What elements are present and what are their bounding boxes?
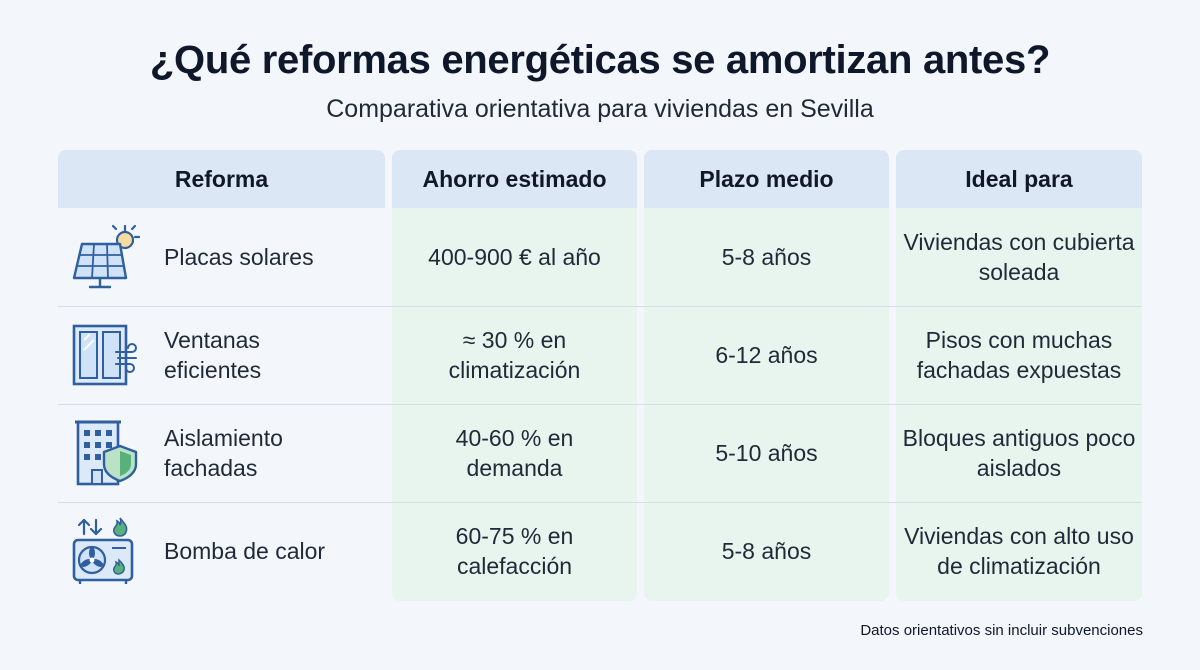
solar-panel-icon bbox=[72, 224, 140, 289]
reforma-name: Ventanas eficientes bbox=[164, 327, 262, 383]
ahorro-value: ≈ 30 % en climatización bbox=[448, 327, 581, 383]
ahorro-value: 40-60 % en demanda bbox=[455, 425, 574, 481]
ahorro-value: 400-900 € al año bbox=[428, 244, 601, 270]
ideal-value: Viviendas con alto uso de climatización bbox=[904, 523, 1134, 579]
reforma-name: Aislamiento fachadas bbox=[164, 425, 283, 481]
plazo-value: 5-10 años bbox=[715, 440, 818, 466]
reforma-name: Bomba de calor bbox=[164, 538, 326, 564]
table-row: Ventanas eficientes ≈ 30 % en climatizac… bbox=[0, 306, 1200, 404]
column-bg-ahorro bbox=[392, 150, 637, 601]
plazo-value: 5-8 años bbox=[721, 244, 812, 270]
plazo-value: 5-8 años bbox=[721, 538, 812, 564]
row-divider bbox=[58, 404, 1142, 405]
ideal-value: Bloques antiguos poco aislados bbox=[902, 425, 1136, 481]
page-title: ¿Qué reformas energéticas se amortizan a… bbox=[149, 38, 1051, 82]
table-row: Aislamiento fachadas 40-60 % en demanda … bbox=[0, 404, 1200, 502]
ideal-value: Viviendas con cubierta soleada bbox=[903, 229, 1135, 285]
heat-pump-icon bbox=[72, 517, 134, 584]
row-divider bbox=[58, 502, 1142, 503]
header-ideal: Ideal para bbox=[896, 150, 1142, 208]
header-reforma: Reforma bbox=[58, 150, 385, 208]
building-shield-icon bbox=[75, 420, 138, 486]
column-bg-ideal bbox=[896, 150, 1142, 601]
ideal-value: Pisos con muchas fachadas expuestas bbox=[916, 327, 1122, 383]
header-ahorro: Ahorro estimado bbox=[392, 150, 637, 208]
page-subtitle: Comparativa orientativa para viviendas e… bbox=[326, 95, 874, 123]
table-row: Bomba de calor 60-75 % en calefacción 5-… bbox=[0, 502, 1200, 600]
window-icon bbox=[72, 324, 137, 386]
footnote: Datos orientativos sin incluir subvencio… bbox=[860, 622, 1143, 639]
reforma-name: Placas solares bbox=[164, 244, 314, 270]
row-divider bbox=[58, 306, 1142, 307]
ahorro-value: 60-75 % en calefacción bbox=[455, 523, 574, 579]
header-plazo: Plazo medio bbox=[644, 150, 889, 208]
table-row: Placas solares 400-900 € al año 5-8 años… bbox=[0, 208, 1200, 306]
column-bg-plazo bbox=[644, 150, 889, 601]
plazo-value: 6-12 años bbox=[715, 342, 818, 368]
